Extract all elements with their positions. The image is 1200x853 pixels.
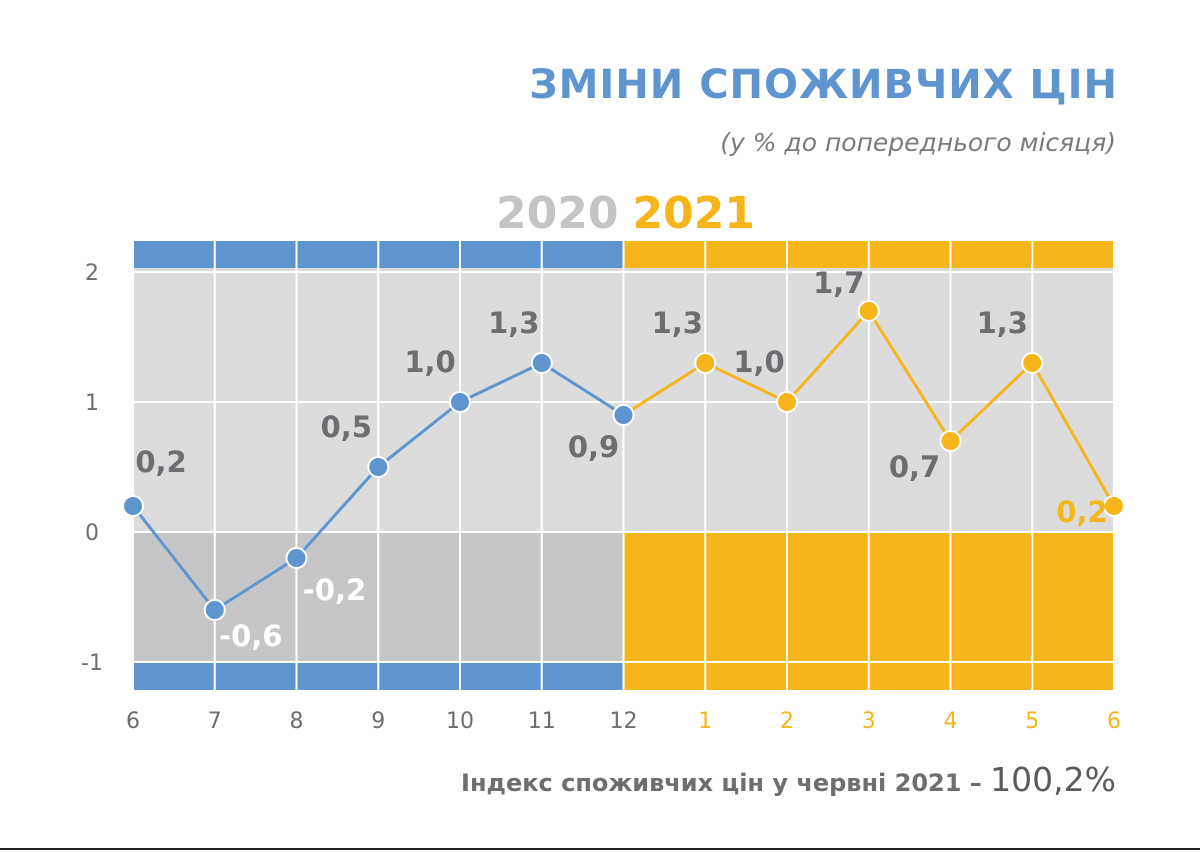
footer-value: 100,2% [990, 760, 1116, 799]
data-label: -0,6 [219, 619, 282, 653]
data-point [1103, 495, 1125, 517]
x-tick-label: 7 [208, 709, 222, 734]
data-point [203, 599, 226, 621]
data-label: 0,2 [135, 445, 186, 479]
data-label: 1,0 [404, 345, 455, 379]
y-tick-label: 0 [85, 521, 99, 546]
data-point [612, 404, 635, 426]
chart-subtitle: (у % до попереднього місяця) [720, 128, 1116, 157]
year-2020-label: 2020 [496, 188, 619, 239]
data-label: 0,2 [1056, 495, 1107, 529]
x-tick-label: 6 [126, 709, 140, 734]
data-point [285, 547, 308, 569]
data-label: 1,3 [977, 306, 1028, 340]
y-tick-label: 1 [85, 391, 99, 416]
data-point [776, 391, 798, 413]
data-label: 0,5 [321, 410, 372, 444]
footer-text: Індекс споживчих цін у червні 2021 – [461, 769, 982, 797]
data-point [857, 300, 880, 322]
x-tick-label: 11 [528, 709, 556, 734]
data-label: 0,7 [889, 450, 940, 484]
data-point [694, 352, 717, 374]
data-point [530, 352, 553, 374]
data-point [122, 495, 144, 517]
chart-title: ЗМІНИ СПОЖИВЧИХ ЦІН [529, 62, 1118, 108]
year-2021-label: 2021 [632, 188, 755, 239]
data-label: 0,9 [568, 430, 619, 464]
data-point [939, 430, 962, 452]
data-point [1021, 352, 1044, 374]
y-tick-label: -1 [81, 651, 103, 676]
x-tick-label: 8 [290, 709, 304, 734]
x-tick-label: 3 [862, 709, 876, 734]
data-label: 1,0 [733, 345, 784, 379]
x-tick-label: 9 [371, 709, 385, 734]
x-tick-label: 1 [698, 709, 712, 734]
data-point [449, 391, 471, 413]
x-tick-label: 4 [944, 709, 958, 734]
year-legend: 2020 2021 [496, 188, 755, 239]
x-tick-label: 12 [610, 709, 638, 734]
data-label: 1,3 [652, 306, 703, 340]
data-label: 1,7 [813, 266, 864, 300]
footer-note: Індекс споживчих цін у червні 2021 – 100… [461, 760, 1116, 799]
x-tick-label: 6 [1107, 709, 1121, 734]
x-tick-label: 5 [1025, 709, 1039, 734]
data-label: 1,3 [488, 306, 539, 340]
x-tick-label: 2 [780, 709, 794, 734]
bottom-divider [0, 848, 1200, 850]
y-tick-label: 2 [85, 261, 99, 286]
data-point [367, 456, 390, 478]
data-label: -0,2 [303, 573, 366, 607]
x-tick-label: 10 [446, 709, 474, 734]
